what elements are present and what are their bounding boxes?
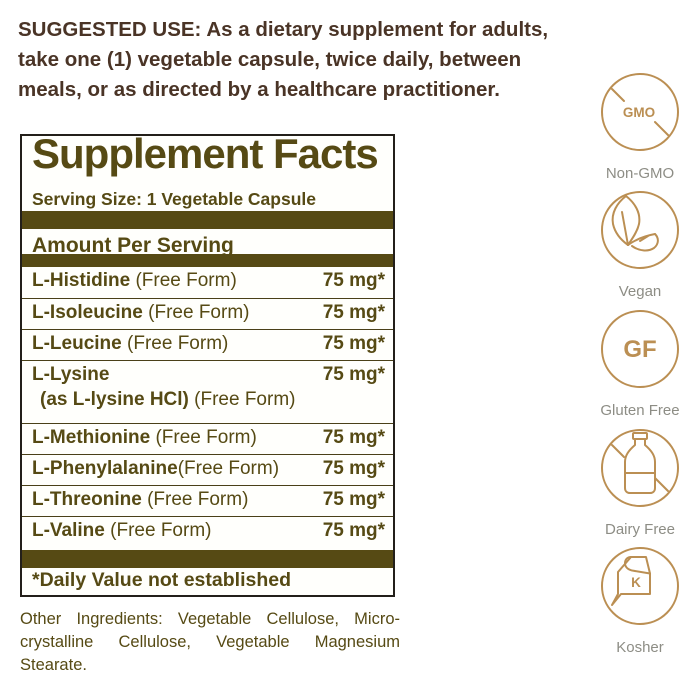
svg-text:K: K xyxy=(631,575,641,590)
svg-text:GMO: GMO xyxy=(623,105,655,120)
svg-text:GF: GF xyxy=(623,336,656,363)
